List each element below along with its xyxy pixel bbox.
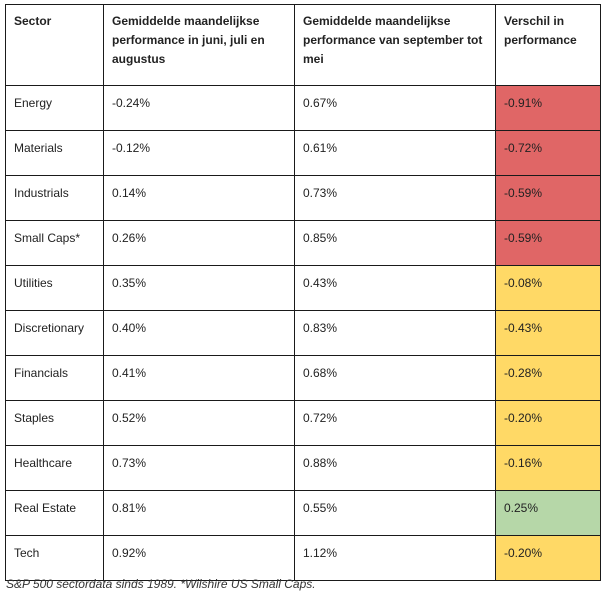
cell-sector: Discretionary	[5, 310, 104, 356]
cell-summer-performance: 0.92%	[103, 535, 295, 581]
cell-sector: Materials	[5, 130, 104, 176]
header-rest-performance: Gemiddelde maandelijkse performance van …	[294, 4, 496, 86]
cell-sector: Staples	[5, 400, 104, 446]
cell-difference: -0.28%	[495, 355, 601, 401]
cell-difference: -0.43%	[495, 310, 601, 356]
cell-summer-performance: 0.35%	[103, 265, 295, 311]
cell-rest-performance: 0.85%	[294, 220, 496, 266]
cell-summer-performance: 0.14%	[103, 175, 295, 221]
cell-sector: Industrials	[5, 175, 104, 221]
cell-rest-performance: 0.67%	[294, 85, 496, 131]
cell-difference: -0.20%	[495, 400, 601, 446]
performance-table-container: Sector Gemiddelde maandelijkse performan…	[5, 4, 601, 581]
header-sector: Sector	[5, 4, 104, 86]
cell-difference: -0.59%	[495, 220, 601, 266]
cell-summer-performance: 0.52%	[103, 400, 295, 446]
cell-rest-performance: 0.68%	[294, 355, 496, 401]
footnote: S&P 500 sectordata sinds 1989. *Wilshire…	[6, 577, 316, 591]
cell-sector: Energy	[5, 85, 104, 131]
header-summer-performance: Gemiddelde maandelijkse performance in j…	[103, 4, 295, 86]
table-row: Small Caps* 0.26% 0.85% -0.59%	[5, 220, 601, 266]
cell-rest-performance: 0.73%	[294, 175, 496, 221]
cell-difference: -0.08%	[495, 265, 601, 311]
cell-sector: Tech	[5, 535, 104, 581]
cell-summer-performance: -0.24%	[103, 85, 295, 131]
cell-sector: Utilities	[5, 265, 104, 311]
cell-difference: -0.20%	[495, 535, 601, 581]
cell-summer-performance: 0.41%	[103, 355, 295, 401]
cell-difference: -0.59%	[495, 175, 601, 221]
cell-summer-performance: 0.40%	[103, 310, 295, 356]
table-row: Energy -0.24% 0.67% -0.91%	[5, 85, 601, 131]
cell-summer-performance: 0.73%	[103, 445, 295, 491]
cell-summer-performance: 0.81%	[103, 490, 295, 536]
table-row: Discretionary 0.40% 0.83% -0.43%	[5, 310, 601, 356]
table-row: Industrials 0.14% 0.73% -0.59%	[5, 175, 601, 221]
cell-difference: 0.25%	[495, 490, 601, 536]
header-difference: Verschil in performance	[495, 4, 601, 86]
cell-summer-performance: -0.12%	[103, 130, 295, 176]
cell-sector: Healthcare	[5, 445, 104, 491]
cell-sector: Financials	[5, 355, 104, 401]
sector-performance-table: Sector Gemiddelde maandelijkse performan…	[5, 4, 601, 581]
cell-summer-performance: 0.26%	[103, 220, 295, 266]
table-body: Energy -0.24% 0.67% -0.91% Materials -0.12% 0.…	[5, 85, 601, 581]
cell-rest-performance: 0.55%	[294, 490, 496, 536]
cell-difference: -0.16%	[495, 445, 601, 491]
table-row: Utilities 0.35% 0.43% -0.08%	[5, 265, 601, 311]
cell-rest-performance: 0.83%	[294, 310, 496, 356]
cell-sector: Small Caps*	[5, 220, 104, 266]
cell-difference: -0.91%	[495, 85, 601, 131]
cell-rest-performance: 1.12%	[294, 535, 496, 581]
cell-difference: -0.72%	[495, 130, 601, 176]
cell-rest-performance: 0.61%	[294, 130, 496, 176]
table-row: Healthcare 0.73% 0.88% -0.16%	[5, 445, 601, 491]
table-row: Materials -0.12% 0.61% -0.72%	[5, 130, 601, 176]
cell-rest-performance: 0.88%	[294, 445, 496, 491]
table-row: Staples 0.52% 0.72% -0.20%	[5, 400, 601, 446]
table-row: Financials 0.41% 0.68% -0.28%	[5, 355, 601, 401]
table-header-row: Sector Gemiddelde maandelijkse performan…	[5, 4, 601, 86]
cell-sector: Real Estate	[5, 490, 104, 536]
cell-rest-performance: 0.72%	[294, 400, 496, 446]
table-row: Tech 0.92% 1.12% -0.20%	[5, 535, 601, 581]
cell-rest-performance: 0.43%	[294, 265, 496, 311]
table-row: Real Estate 0.81% 0.55% 0.25%	[5, 490, 601, 536]
